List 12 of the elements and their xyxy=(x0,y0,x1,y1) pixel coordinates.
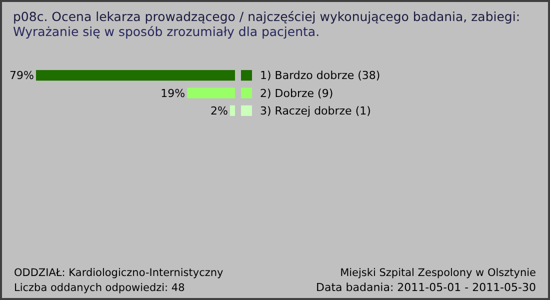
y-tick-label: 1) Bardzo dobrze (38) xyxy=(260,69,380,82)
chart-subtitle: Wyrażanie się w sposób zrozumiały dla pacjenta. xyxy=(13,24,320,39)
data-label: 2% xyxy=(210,104,228,118)
data-label: 19% xyxy=(160,86,186,100)
text: ODDZIAŁ: Kardiologiczno-Internistyczny xyxy=(14,267,224,279)
y-tick-label: 2) Dobrze (9) xyxy=(260,86,334,100)
text: p08c. Ocena lekarza prowadzącego / najczęściej wykonującego badania, zabiegi: xyxy=(13,9,520,24)
text: Data badania: 2011-05-01 - 2011-05-30 xyxy=(316,281,536,294)
data-label: 79% xyxy=(10,69,34,82)
y-tick-label: 3) Raczej dobrze (1) xyxy=(260,104,371,118)
text: Miejski Szpital Zespolony w Olsztynie xyxy=(340,267,536,279)
text: Liczba oddanych odpowiedzi: 48 xyxy=(14,282,185,294)
